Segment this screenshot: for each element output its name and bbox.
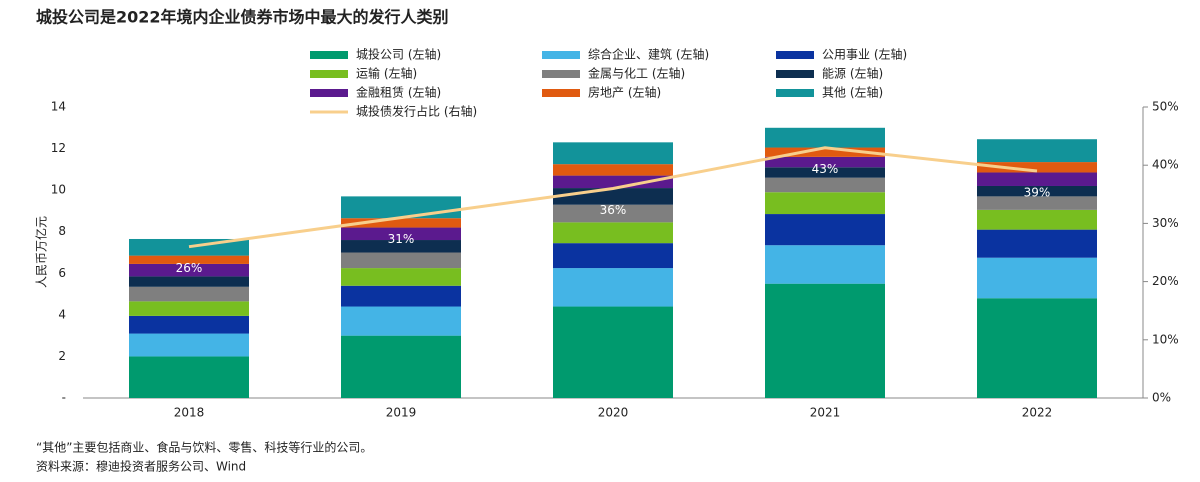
bar-segment [977, 229, 1097, 258]
legend-swatch [542, 70, 580, 78]
y2-tick-label: 10% [1152, 332, 1179, 346]
y2-tick-label: 40% [1152, 158, 1179, 172]
bar-segment [553, 175, 673, 189]
bar-segment [129, 301, 249, 316]
chart-title: 城投公司是2022年境内企业债券市场中最大的发行人类别 [36, 8, 449, 27]
y-tick-label: 12 [51, 141, 66, 155]
legend-swatch [542, 89, 580, 97]
bar-segment [765, 283, 885, 398]
legend-swatch [542, 51, 580, 59]
y-tick-label: 6 [58, 266, 66, 280]
legend-swatch [776, 51, 814, 59]
bar-segment [129, 263, 249, 277]
bar-segment [553, 222, 673, 244]
bar-segment [341, 196, 461, 219]
bar-segment [977, 298, 1097, 398]
bar-segment [765, 167, 885, 178]
x-tick-label: 2019 [386, 406, 417, 420]
bar-segment [977, 139, 1097, 163]
legend-swatch [310, 70, 348, 78]
bar-segment [129, 315, 249, 334]
bar-segment [553, 142, 673, 165]
legend-label: 运输 (左轴) [356, 66, 417, 81]
legend-label: 能源 (左轴) [822, 66, 883, 81]
bar-segment [341, 252, 461, 269]
y-tick-label: - [62, 391, 66, 405]
bar-segment [129, 286, 249, 302]
bar-segment [341, 268, 461, 286]
legend-label: 房地产 (左轴) [588, 85, 661, 100]
legend-label: 其他 (左轴) [822, 85, 883, 100]
data-label: 43% [812, 162, 839, 176]
y-tick-label: 8 [58, 224, 66, 238]
bar-segment [553, 268, 673, 307]
bar-segment [765, 214, 885, 246]
legend-swatch [776, 70, 814, 78]
bar-segment [977, 185, 1097, 197]
bar-segment [977, 172, 1097, 186]
legend-swatch [310, 51, 348, 59]
bar-segment [765, 245, 885, 284]
y-tick-label: 2 [58, 349, 66, 363]
bar-segment [765, 147, 885, 157]
bar-segment [341, 285, 461, 307]
bar-segment [553, 204, 673, 223]
data-label: 36% [600, 203, 627, 217]
bar-segment [977, 257, 1097, 299]
legend-swatch [310, 89, 348, 97]
y-tick-label: 14 [51, 100, 66, 114]
bar-segment [129, 255, 249, 264]
bar-segment [341, 335, 461, 398]
bar-segment [553, 243, 673, 269]
bar-segment [977, 162, 1097, 173]
bar-segment [977, 196, 1097, 210]
legend-label: 城投债发行占比 (右轴) [356, 104, 477, 119]
bar-segment [129, 333, 249, 357]
legend-label: 公用事业 (左轴) [822, 47, 907, 62]
y2-tick-label: 50% [1152, 100, 1179, 114]
bar-segment [341, 240, 461, 253]
bar-segment [765, 192, 885, 215]
bar-segment [765, 127, 885, 148]
y-tick-label: 10 [51, 183, 66, 197]
bar-segment [553, 306, 673, 398]
source: 资料来源：穆迪投资者服务公司、Wind [36, 459, 246, 474]
bar-segment [341, 227, 461, 241]
x-tick-label: 2022 [1022, 406, 1053, 420]
bar-segment [341, 218, 461, 228]
x-tick-label: 2020 [598, 406, 629, 420]
data-label: 39% [1024, 186, 1051, 200]
legend-label: 城投公司 (左轴) [356, 47, 441, 62]
y2-tick-label: 30% [1152, 216, 1179, 230]
line-series [188, 146, 1038, 249]
data-label: 26% [176, 261, 203, 275]
bar-segment [977, 209, 1097, 230]
y-tick-label: 4 [58, 307, 66, 321]
data-label: 31% [388, 232, 415, 246]
legend-label: 金融租赁 (左轴) [356, 85, 441, 100]
footnote: “其他”主要包括商业、食品与饮料、零售、科技等行业的公司。 [36, 440, 372, 455]
bar-segment [129, 276, 249, 287]
y-axis-label: 人民币万亿元 [34, 216, 49, 288]
legend-label: 金属与化工 (左轴) [588, 66, 685, 81]
x-tick-label: 2018 [174, 406, 205, 420]
legend-label: 综合企业、建筑 (左轴) [588, 47, 709, 62]
bar-segment [765, 156, 885, 168]
bar-segment [553, 164, 673, 176]
y2-tick-label: 0% [1152, 391, 1171, 405]
x-tick-label: 2021 [810, 406, 841, 420]
y2-tick-label: 20% [1152, 274, 1179, 288]
bar-segment [129, 356, 249, 398]
legend-swatch [776, 89, 814, 97]
bar-segment [341, 306, 461, 336]
bar-segment [765, 177, 885, 193]
